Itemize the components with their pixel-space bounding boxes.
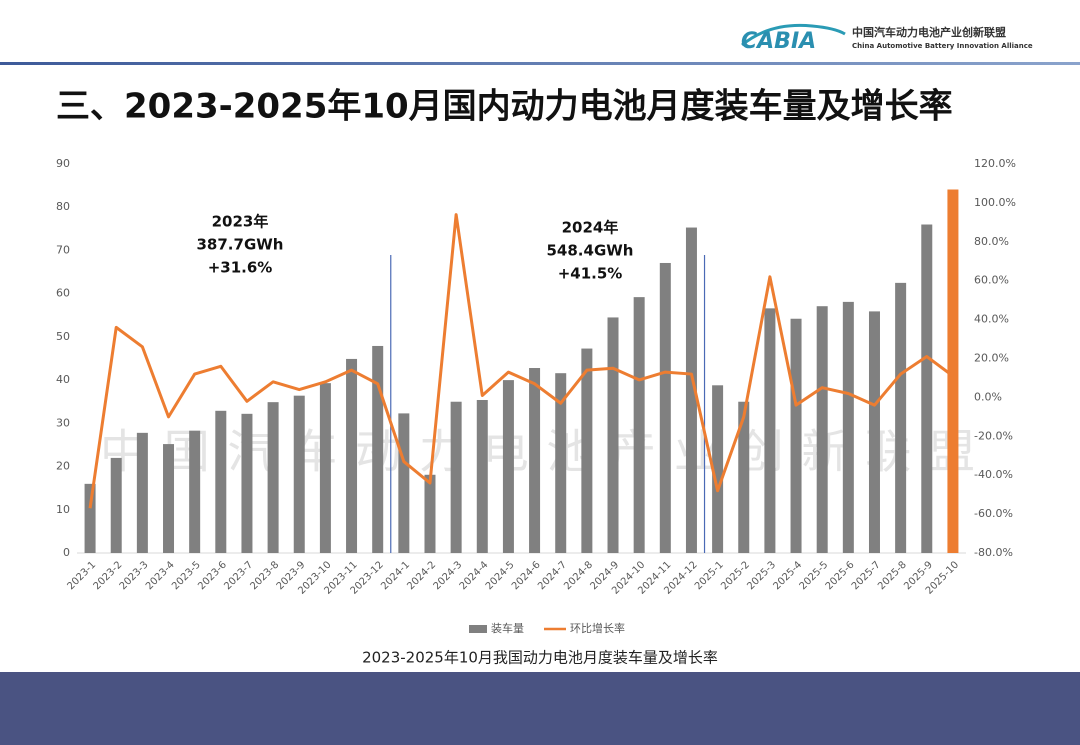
org-en: China Automotive Battery Innovation Alli… [852, 42, 1033, 50]
y-tick-label: 70 [56, 243, 70, 256]
y-tick-label: 20 [56, 460, 70, 473]
bar [921, 224, 933, 553]
bar [424, 474, 436, 553]
bar [895, 282, 907, 553]
y2-tick-label: 40.0% [974, 313, 1009, 326]
y-tick-label: 60 [56, 287, 70, 300]
bar [476, 399, 488, 553]
header-rule [0, 62, 1080, 65]
annotation: +31.6% [208, 259, 273, 277]
bar [163, 444, 175, 553]
bar [659, 262, 671, 553]
y-tick-label: 50 [56, 330, 70, 343]
bar [764, 308, 776, 553]
annotation: +41.5% [558, 265, 623, 283]
y-tick-label: 30 [56, 416, 70, 429]
bar [293, 395, 305, 553]
bar [450, 401, 462, 553]
bar [607, 317, 619, 553]
bar [372, 345, 384, 553]
logo: CABIA [741, 29, 816, 54]
line [88, 213, 954, 509]
logo-arc [741, 23, 846, 47]
footer-band [0, 672, 1080, 745]
y2-tick-label: -20.0% [974, 429, 1013, 442]
bar [319, 383, 331, 553]
y2-tick-label: -60.0% [974, 507, 1013, 520]
bar [685, 227, 697, 553]
y-tick-label: 90 [56, 157, 70, 170]
bar [215, 410, 227, 553]
bar [712, 385, 724, 553]
annotation: 548.4GWh [547, 242, 634, 260]
annotation: 387.7GWh [197, 236, 284, 254]
bar [738, 401, 750, 553]
y2-tick-label: 100.0% [974, 196, 1016, 209]
legend-label: 装车量 [491, 621, 524, 635]
bar [633, 297, 645, 553]
annotation: 2024年 [562, 219, 619, 237]
org-cn: 中国汽车动力电池产业创新联盟 [852, 25, 1006, 39]
bar [189, 430, 201, 553]
y2-tick-label: -40.0% [974, 468, 1013, 481]
bar [581, 348, 593, 553]
bar [842, 301, 854, 553]
bar [529, 368, 541, 553]
y2-tick-label: -80.0% [974, 546, 1013, 559]
bar [346, 358, 358, 553]
slide-title: 三、2023-2025年10月国内动力电池月度装车量及增长率 [56, 87, 953, 127]
bar [790, 318, 802, 553]
bar [241, 413, 253, 553]
bar [555, 373, 567, 553]
bar [267, 402, 279, 553]
legend-swatch [469, 625, 487, 633]
y2-tick-label: 0.0% [974, 390, 1002, 403]
y2-tick-label: 60.0% [974, 274, 1009, 287]
y2-tick-label: 80.0% [974, 235, 1009, 248]
y-tick-label: 0 [63, 546, 70, 559]
chart: 中国汽车动力电池产业创新联盟0102030405060708090-80.0%-… [56, 157, 1016, 635]
annotation: 2023年 [212, 213, 269, 231]
caption: 2023-2025年10月我国动力电池月度装车量及增长率 [362, 649, 718, 667]
bar [502, 380, 514, 553]
bar [398, 413, 410, 553]
y-tick-label: 80 [56, 200, 70, 213]
bar [816, 306, 828, 553]
y2-tick-label: 120.0% [974, 157, 1016, 170]
y2-tick-label: 20.0% [974, 352, 1009, 365]
legend-label: 环比增长率 [570, 621, 625, 635]
bar [110, 457, 122, 553]
y-tick-label: 10 [56, 503, 70, 516]
bar [868, 311, 880, 553]
bar [136, 432, 148, 553]
y-tick-label: 40 [56, 373, 70, 386]
bar [947, 189, 959, 554]
bar [84, 483, 96, 553]
